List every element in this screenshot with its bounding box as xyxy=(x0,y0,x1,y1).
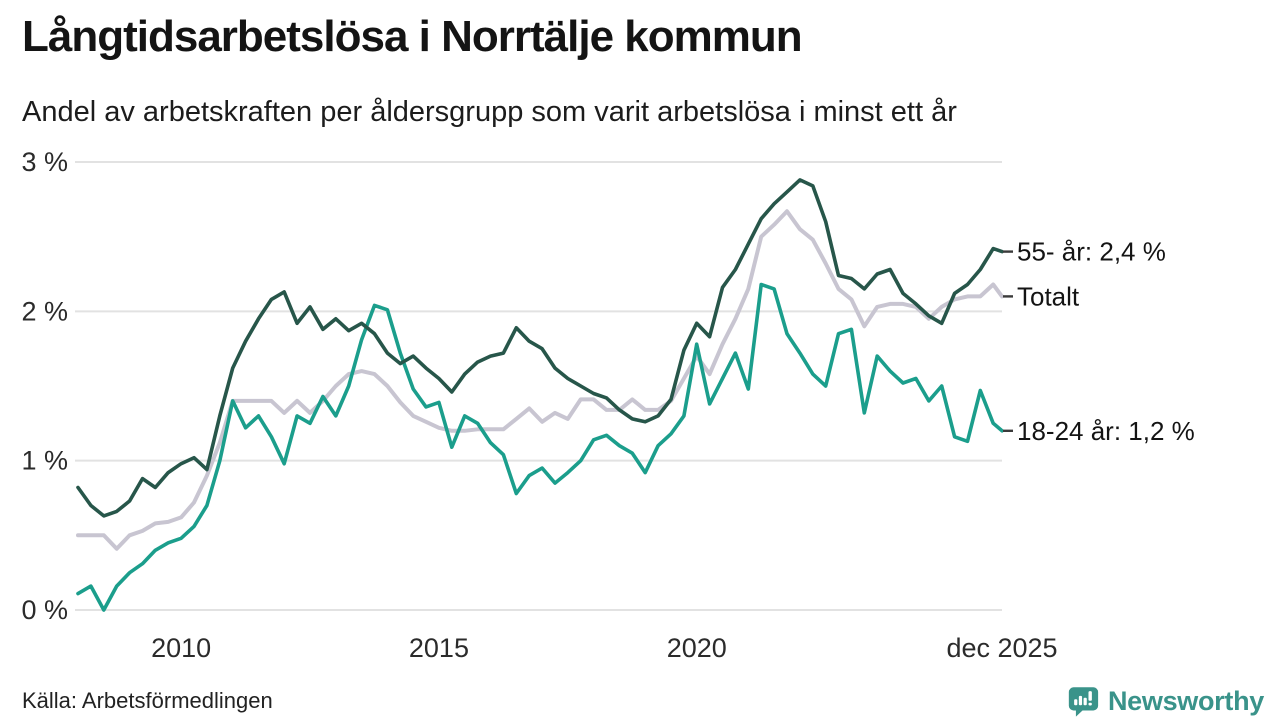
newsworthy-wordmark: Newsworthy xyxy=(1107,685,1264,716)
source-note: Källa: Arbetsförmedlingen xyxy=(22,688,273,713)
y-axis-label-1pct: 1 % xyxy=(21,446,68,476)
x-axis-label-2015: 2015 xyxy=(409,633,469,663)
newsworthy-logo[interactable]: Newsworthy xyxy=(1066,684,1264,718)
x-axis-label-dec-2025: dec 2025 xyxy=(946,633,1057,663)
y-axis-label-2pct: 2 % xyxy=(21,296,68,326)
chart-title: Långtidsarbetslösa i Norrtälje kommun xyxy=(22,12,803,61)
y-axis-label-3pct: 3 % xyxy=(21,147,68,177)
x-axis-label-2020: 2020 xyxy=(667,633,727,663)
x-axis-label-2010: 2010 xyxy=(151,633,211,663)
legend-label-55-år: 55- år: 2,4 % xyxy=(1017,237,1166,267)
series-line-55-år xyxy=(76,178,1004,518)
series-line-18-24-år xyxy=(76,282,1004,612)
bar-chart-speech-bubble-icon xyxy=(1068,687,1099,717)
legend-label-totalt: Totalt xyxy=(1017,281,1080,311)
series-line-totalt xyxy=(76,209,1004,551)
chart-subtitle: Andel av arbetskraften per åldersgrupp s… xyxy=(22,96,957,128)
legend-label-18-24-år: 18-24 år: 1,2 % xyxy=(1017,416,1195,446)
y-axis-label-0pct: 0 % xyxy=(21,595,68,625)
